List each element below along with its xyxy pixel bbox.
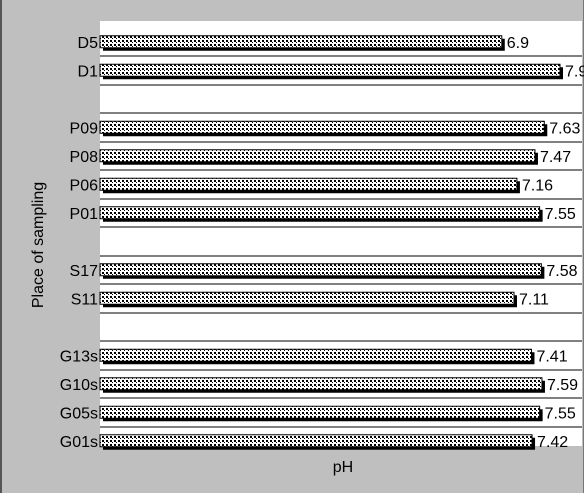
category-label-s17: S17 [70,263,99,280]
value-label-p09: 7.63 [549,120,580,137]
bar-s11 [99,291,515,305]
value-label-g13s: 7.41 [536,348,567,365]
value-label-d5: 6.9 [507,35,529,52]
category-label-g05s: G05s [60,405,98,422]
category-label-g10s: G10s [60,377,98,394]
bars [99,35,563,450]
category-label-d5: D5 [78,35,99,52]
value-label-g01s: 7.42 [537,434,568,451]
bar-p01 [99,206,541,220]
category-label-d1: D1 [78,63,99,80]
bar-g05s [99,405,541,419]
value-labels: 6.9 7.9 7.63 7.47 7.16 7.55 7.58 7.11 7.41 7.59 7.… [507,35,584,451]
x-axis-title: pH [333,459,353,476]
value-label-d1: 7.9 [565,63,584,80]
category-label-p06: P06 [70,177,99,194]
plot-area [100,21,582,446]
bar-g10s [99,377,543,391]
y-axis-title: Place of sampling [30,182,47,308]
category-label-s11: S11 [71,291,98,308]
value-label-p06: 7.16 [522,177,553,194]
bar-p09 [99,120,545,134]
row-gridlines [100,55,582,428]
value-label-s17: 7.58 [546,263,577,280]
value-label-p01: 7.55 [545,206,576,223]
category-label-g13s: G13s [60,348,98,365]
value-label-p08: 7.47 [540,149,571,166]
bar-g13s [99,348,532,362]
bar-g01s [99,434,533,448]
category-label-p01: P01 [70,206,99,223]
bar-s17 [99,263,542,277]
category-label-p08: P08 [70,149,99,166]
bar-p06 [99,177,518,191]
bar-p08 [99,149,536,163]
value-label-g05s: 7.55 [545,405,576,422]
category-labels: D5 D1 P09 P08 P06 P01 S17 S11 G13s G10s G05s G01s [60,35,98,451]
category-label-g01s: G01s [60,434,98,451]
bar-d5 [99,35,503,49]
bar-d1 [99,63,561,77]
category-label-p09: P09 [70,120,99,137]
value-label-g10s: 7.59 [547,377,578,394]
value-label-s11: 7.11 [519,291,549,308]
